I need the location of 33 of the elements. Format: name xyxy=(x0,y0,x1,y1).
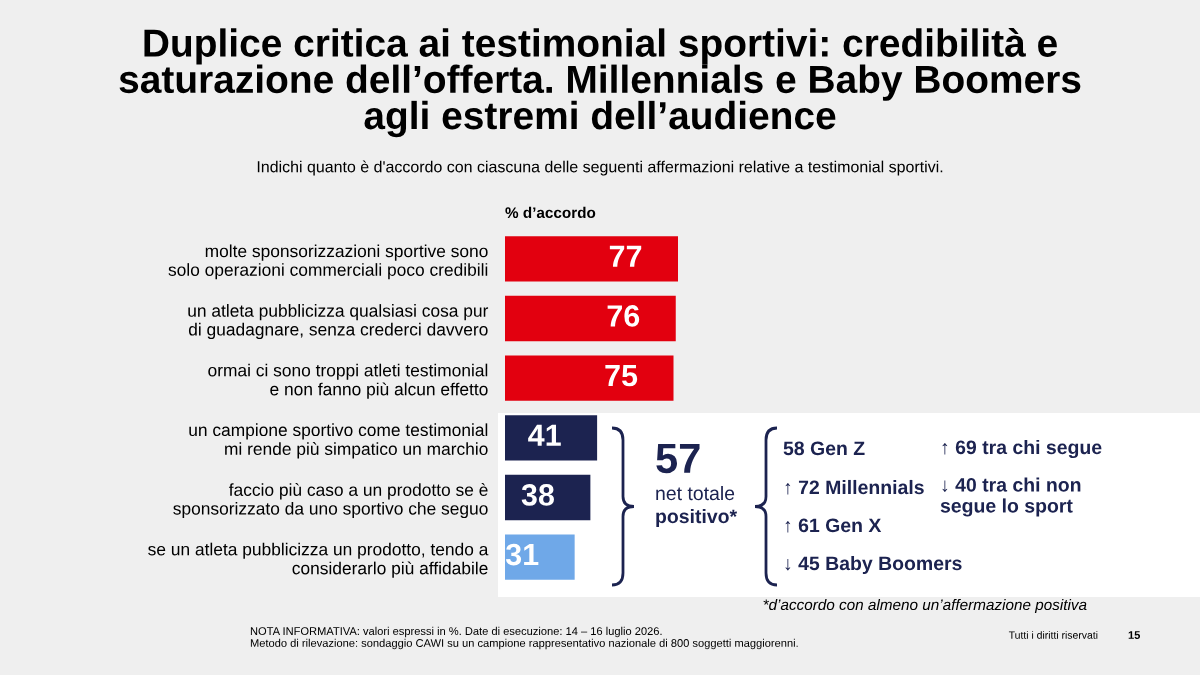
text: ↓ 45 Baby Boomers xyxy=(785,555,962,575)
y-tick-label: se un atleta pubblicizza un prodotto, tendo a considerarlo più affidabile xyxy=(148,542,489,578)
data-label: 75 xyxy=(605,365,638,387)
text: ↑ 69 tra chi segue xyxy=(942,439,1102,459)
y-tick-label: faccio più caso a un prodotto se è sponsorizzato da uno sportivo che seguo xyxy=(173,483,488,519)
annotation: net totale xyxy=(656,485,735,501)
annotation: positivo* xyxy=(656,508,738,528)
bar xyxy=(505,236,678,282)
bar xyxy=(505,355,674,401)
bar xyxy=(505,534,575,580)
text: Tutti i diritti riservati xyxy=(1008,631,1098,639)
data-label: 76 xyxy=(607,305,640,327)
chart-title: Duplice critica ai testimonial sportivi: credibilità e saturazione dell’offerta. Millennials e Baby Boomers agli estremi dell’audience xyxy=(119,28,1081,138)
data-label: 31 xyxy=(505,543,539,566)
text: NOTA INFORMATIVA: valori espressi in %. Date di esecuzione: 14 – 16 luglio 2026. Metodo di rilevazione: sondaggio CAWI su un campione rappresentativo nazionale di 800 soggetti maggiorenni. xyxy=(250,626,798,650)
annotation: 57 xyxy=(656,444,700,474)
bar xyxy=(505,415,598,461)
text: 15 xyxy=(1128,631,1141,639)
y-tick-label: un campione sportivo come testimonial mi rende più simpatico un marchio xyxy=(189,423,488,459)
data-label: 38 xyxy=(521,484,554,506)
y-tick-label: ormai ci sono troppi atleti testimonial e non fanno più alcun effetto xyxy=(208,363,488,399)
y-tick-label: molte sponsorizzazioni sportive sono solo operazioni commerciali poco credibili xyxy=(168,244,488,280)
x-axis-title: % d’accordo xyxy=(505,206,596,219)
text: ↑ 61 Gen X xyxy=(785,518,882,533)
chart-subtitle: Indichi quanto è d'accordo con ciascuna delle seguenti affermazioni relative a testimonial sportivi. xyxy=(257,160,943,176)
data-label: 77 xyxy=(609,245,642,267)
text: 58 Gen Z xyxy=(783,441,865,456)
text: ↓ 40 tra chi non segue lo sport xyxy=(940,477,1081,517)
text: ↑ 72 Millennials xyxy=(785,479,924,495)
data-label: 41 xyxy=(528,424,561,446)
bar xyxy=(505,295,676,342)
y-tick-label: un atleta pubblicizza qualsiasi cosa pur di guadagnare, senza crederci davvero xyxy=(188,304,489,339)
text: *d’accordo con almeno un’affermazione positiva xyxy=(763,598,1087,614)
